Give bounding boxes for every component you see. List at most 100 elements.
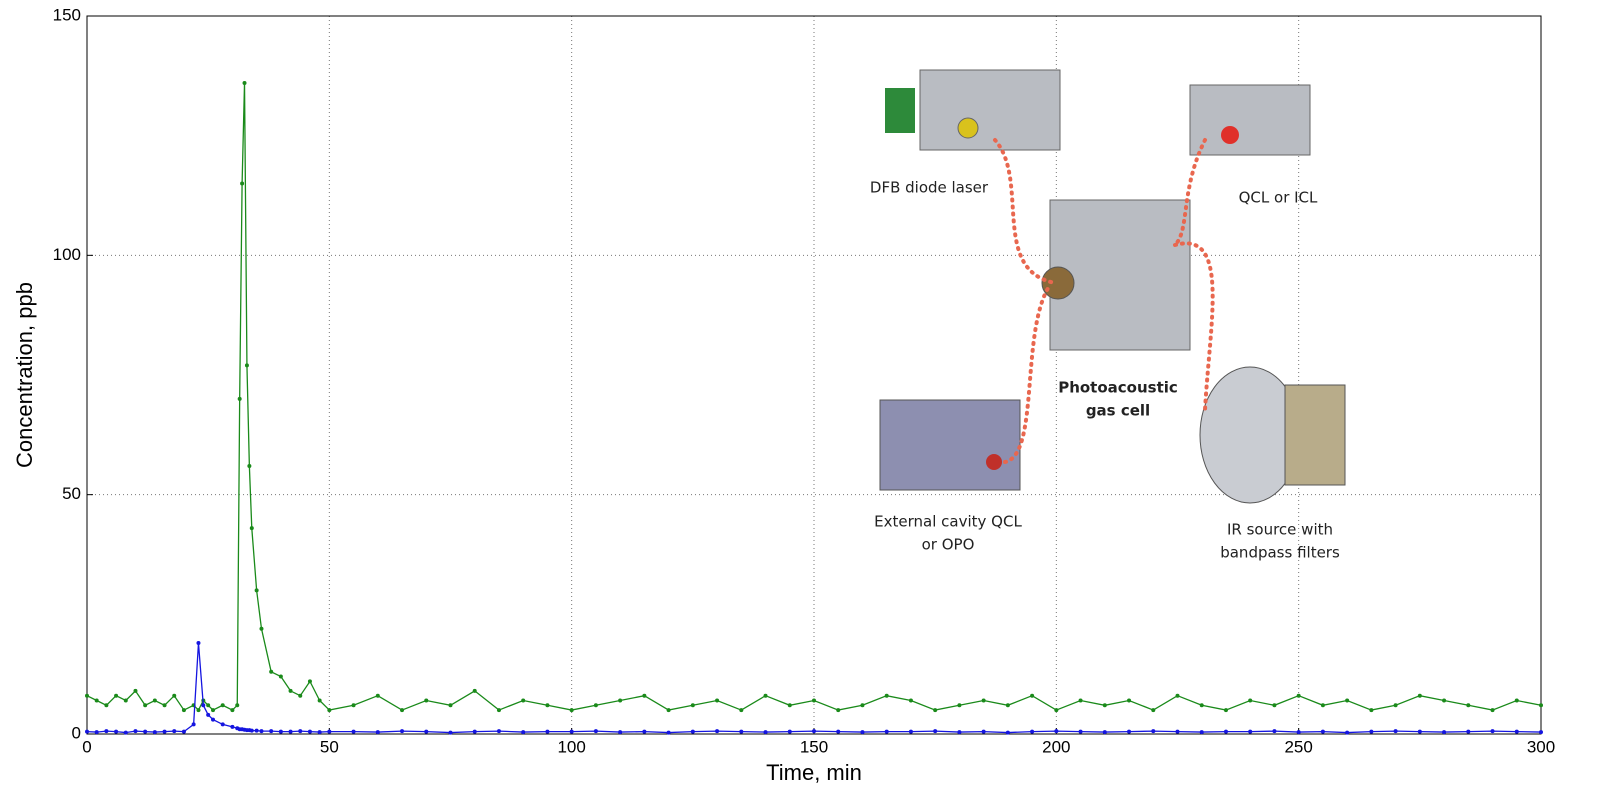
point-marker [327,730,331,734]
point-marker [196,708,200,712]
dfb-aperture [958,118,978,138]
point-marker [1539,703,1543,707]
y-tick-label: 0 [72,723,81,742]
point-marker [1224,708,1228,712]
point-marker [247,464,251,468]
point-marker [352,703,356,707]
point-marker [691,730,695,734]
point-marker [259,729,263,733]
point-marker [449,731,453,735]
point-marker [764,730,768,734]
x-tick-label: 250 [1284,737,1312,756]
qcl-icon [1190,85,1310,155]
point-marker [243,81,247,85]
point-marker [570,730,574,734]
point-marker [594,703,598,707]
ecqcl-aperture [986,454,1002,470]
point-marker [1345,731,1349,735]
annotation: DFB diode laser [870,179,989,197]
point-marker [1006,731,1010,735]
point-marker [1321,703,1325,707]
point-marker [1224,730,1228,734]
point-marker [352,730,356,734]
point-marker [545,703,549,707]
point-marker [909,730,913,734]
point-marker [1176,730,1180,734]
point-marker [230,725,234,729]
point-marker [788,703,792,707]
point-marker [885,730,889,734]
dfb-board-icon [885,88,915,133]
point-marker [764,694,768,698]
point-marker [1006,703,1010,707]
point-marker [240,182,244,186]
x-tick-label: 200 [1042,737,1070,756]
dfb-laser-icon [920,70,1060,150]
point-marker [1539,730,1543,734]
point-marker [85,694,89,698]
point-marker [221,722,225,726]
point-marker [172,729,176,733]
point-marker [124,731,128,735]
point-marker [788,730,792,734]
point-marker [238,397,242,401]
point-marker [308,730,312,734]
point-marker [1369,708,1373,712]
point-marker [376,730,380,734]
x-axis-label: Time, min [766,760,862,785]
point-marker [497,708,501,712]
point-marker [957,703,961,707]
point-marker [1103,703,1107,707]
annotation: IR source with [1227,521,1333,539]
point-marker [235,703,239,707]
point-marker [1418,694,1422,698]
ir-source-body [1285,385,1345,485]
point-marker [153,730,157,734]
point-marker [1054,729,1058,733]
point-marker [473,689,477,693]
point-marker [279,675,283,679]
inset-diagram [880,70,1345,503]
point-marker [1030,694,1034,698]
point-marker [594,729,598,733]
point-marker [667,708,671,712]
point-marker [1321,730,1325,734]
x-tick-label: 100 [557,737,585,756]
point-marker [133,729,137,733]
point-marker [1079,730,1083,734]
y-tick-label: 150 [53,5,81,24]
point-marker [1079,698,1083,702]
point-marker [95,730,99,734]
point-marker [1297,730,1301,734]
point-marker [1030,730,1034,734]
x-tick-label: 0 [82,737,91,756]
point-marker [124,698,128,702]
annotation: bandpass filters [1220,544,1340,562]
point-marker [250,729,254,733]
point-marker [836,708,840,712]
point-marker [521,730,525,734]
point-marker [1248,698,1252,702]
point-marker [85,730,89,734]
point-marker [1127,698,1131,702]
point-marker [211,708,215,712]
x-tick-label: 150 [800,737,828,756]
point-marker [1272,729,1276,733]
point-marker [318,730,322,734]
point-marker [1466,730,1470,734]
point-marker [570,708,574,712]
point-marker [1491,729,1495,733]
point-marker [245,363,249,367]
point-marker [1369,730,1373,734]
point-marker [172,694,176,698]
point-marker [739,730,743,734]
point-marker [691,703,695,707]
point-marker [1272,703,1276,707]
point-marker [376,694,380,698]
point-marker [289,730,293,734]
point-marker [739,708,743,712]
point-marker [812,698,816,702]
point-marker [1103,730,1107,734]
point-marker [982,730,986,734]
point-marker [642,730,646,734]
